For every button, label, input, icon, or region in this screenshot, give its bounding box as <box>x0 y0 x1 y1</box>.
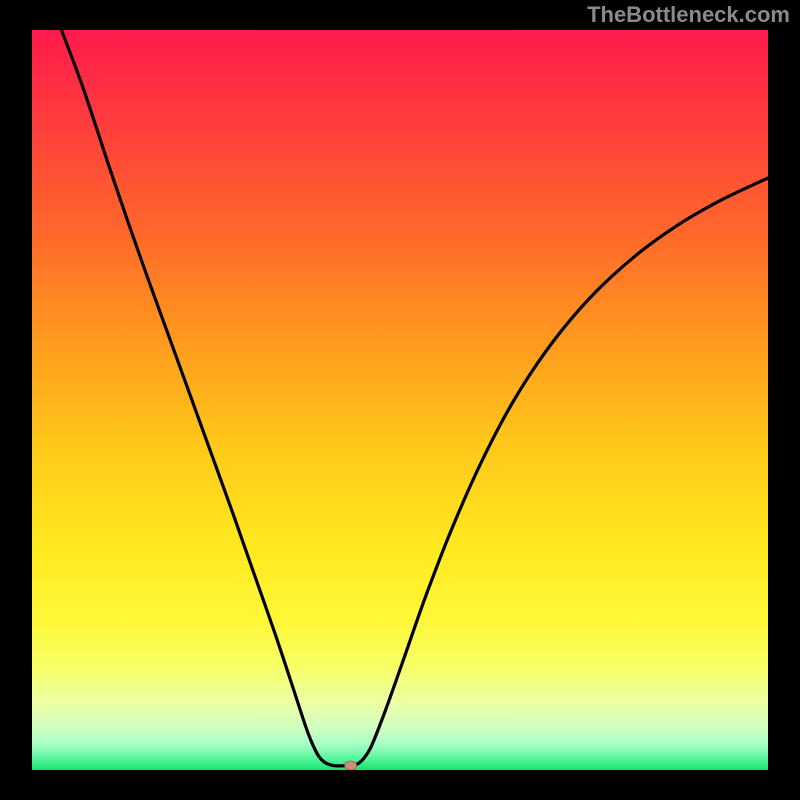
plot-background <box>32 30 768 770</box>
chart-stage: TheBottleneck.com <box>0 0 800 800</box>
chart-svg <box>0 0 800 800</box>
optimum-marker <box>345 761 357 770</box>
watermark-text: TheBottleneck.com <box>587 2 790 28</box>
